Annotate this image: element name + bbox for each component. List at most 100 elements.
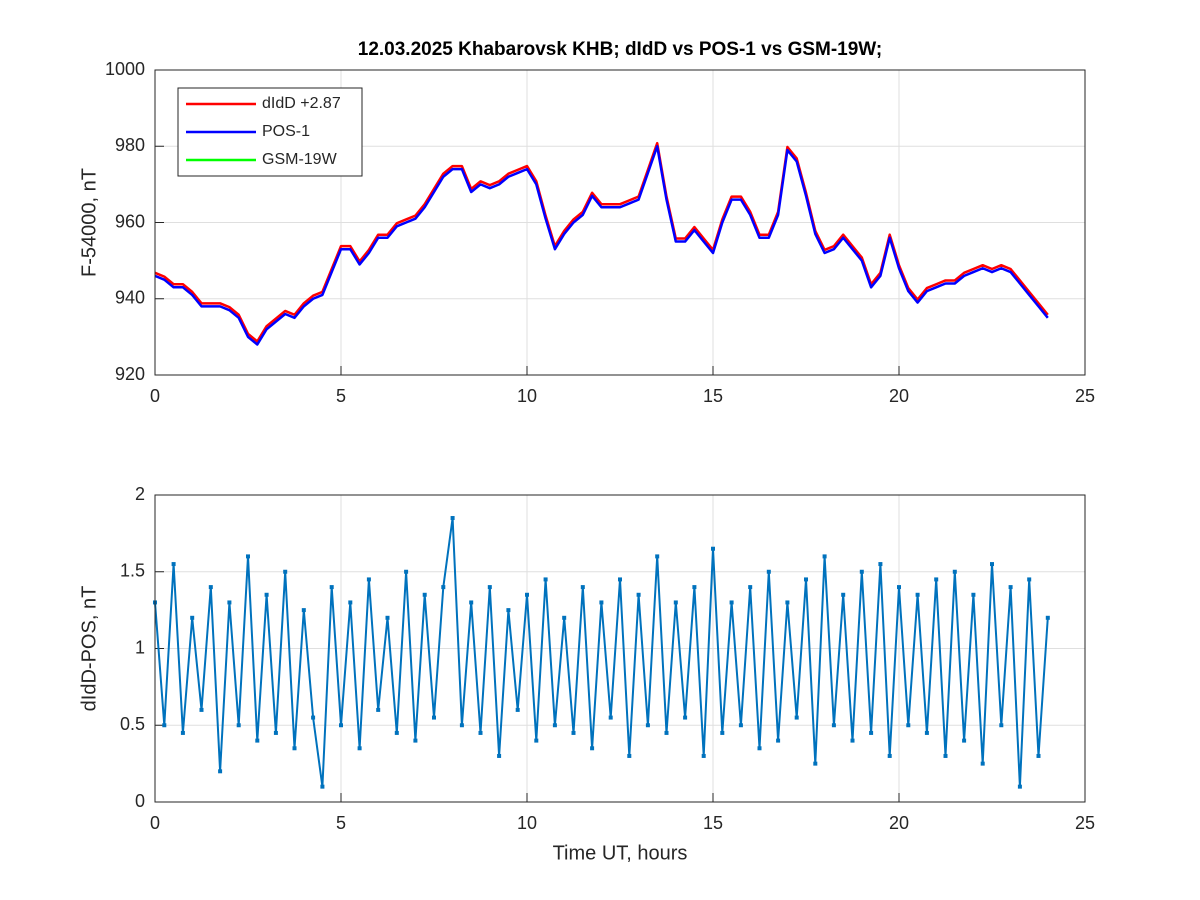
marker xyxy=(599,600,604,605)
marker xyxy=(822,554,827,559)
marker xyxy=(376,707,381,712)
marker xyxy=(766,569,771,574)
marker xyxy=(1036,753,1041,758)
marker xyxy=(273,730,278,735)
marker xyxy=(525,592,529,597)
marker xyxy=(292,746,297,751)
marker xyxy=(515,707,520,712)
marker xyxy=(915,592,920,597)
marker xyxy=(971,592,976,597)
marker xyxy=(180,730,185,735)
axes-box xyxy=(154,494,1086,803)
marker xyxy=(655,554,660,559)
axes-box xyxy=(154,69,1086,376)
marker xyxy=(339,723,343,728)
marker xyxy=(190,615,195,620)
marker xyxy=(906,723,911,728)
y-tick-label: 1.5 xyxy=(120,561,145,581)
marker xyxy=(255,738,260,743)
marker xyxy=(329,585,334,590)
marker xyxy=(1045,615,1050,620)
marker xyxy=(320,784,325,789)
marker xyxy=(924,730,929,735)
y-tick-label: 1 xyxy=(135,637,145,657)
marker xyxy=(720,730,725,735)
marker xyxy=(952,569,957,574)
marker xyxy=(785,600,790,605)
marker xyxy=(590,746,595,751)
marker xyxy=(469,600,474,605)
marker xyxy=(701,753,706,758)
marker xyxy=(246,554,250,559)
marker xyxy=(236,723,241,728)
y-tick-label: 940 xyxy=(115,288,145,308)
marker xyxy=(450,516,455,521)
x-tick-label: 20 xyxy=(889,813,909,833)
x-tick-label: 5 xyxy=(336,386,346,406)
marker xyxy=(627,753,632,758)
marker xyxy=(394,730,399,735)
y-tick-label: 960 xyxy=(115,211,145,231)
marker xyxy=(645,723,650,728)
marker xyxy=(850,738,855,743)
marker xyxy=(311,715,316,720)
y-axis-label: dIdD-POS, nT xyxy=(78,586,100,712)
marker xyxy=(831,723,836,728)
marker xyxy=(980,761,985,766)
marker xyxy=(999,723,1004,728)
marker xyxy=(943,753,948,758)
x-tick-label: 0 xyxy=(150,386,160,406)
marker xyxy=(757,746,762,751)
marker xyxy=(776,738,781,743)
marker xyxy=(413,738,418,743)
marker xyxy=(199,707,204,712)
marker xyxy=(497,753,502,758)
x-tick-label: 10 xyxy=(517,386,537,406)
marker xyxy=(673,600,678,605)
x-tick-label: 25 xyxy=(1075,813,1095,833)
marker xyxy=(748,585,753,590)
y-tick-label: 2 xyxy=(135,484,145,504)
y-tick-label: 980 xyxy=(115,135,145,155)
marker xyxy=(859,569,864,574)
marker xyxy=(562,615,567,620)
x-tick-label: 10 xyxy=(517,813,537,833)
marker xyxy=(171,562,176,567)
x-tick-label: 15 xyxy=(703,813,723,833)
marker xyxy=(227,600,232,605)
x-tick-label: 25 xyxy=(1075,386,1095,406)
marker xyxy=(283,569,288,574)
marker xyxy=(357,746,362,751)
marker xyxy=(506,608,511,613)
marker xyxy=(990,562,994,567)
chart-title: 12.03.2025 Khabarovsk KHB; dIdD vs POS-1… xyxy=(358,39,882,60)
marker xyxy=(813,761,818,766)
marker xyxy=(869,730,874,735)
marker xyxy=(218,769,223,774)
marker xyxy=(934,577,939,582)
marker xyxy=(729,600,734,605)
marker xyxy=(487,585,492,590)
marker xyxy=(1017,784,1022,789)
x-tick-label: 5 xyxy=(336,813,346,833)
marker xyxy=(264,592,269,597)
marker xyxy=(162,723,167,728)
marker xyxy=(432,715,436,720)
marker xyxy=(459,723,464,728)
marker xyxy=(878,562,883,567)
marker xyxy=(208,585,213,590)
y-tick-label: 920 xyxy=(115,364,145,384)
marker xyxy=(887,753,892,758)
marker xyxy=(385,615,390,620)
marker xyxy=(422,592,427,597)
x-tick-label: 20 xyxy=(889,386,909,406)
marker xyxy=(636,592,641,597)
marker xyxy=(543,577,548,582)
marker xyxy=(794,715,799,720)
y-axis-label: F-54000, nT xyxy=(78,168,100,277)
y-tick-label: 0 xyxy=(135,791,145,811)
marker xyxy=(301,608,306,613)
marker xyxy=(841,592,846,597)
marker xyxy=(552,723,557,728)
